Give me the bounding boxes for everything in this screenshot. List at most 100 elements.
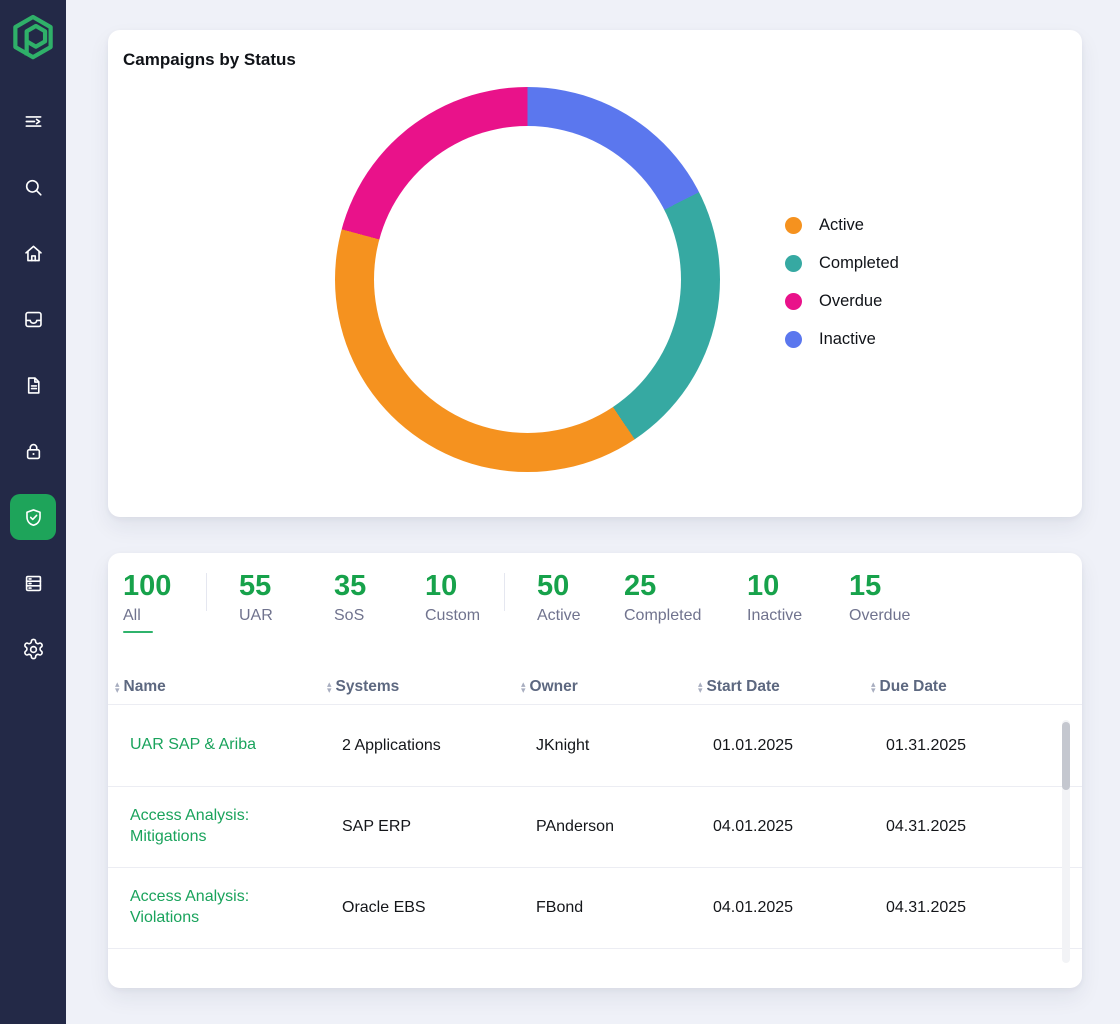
stat-value: 15 <box>849 570 882 602</box>
sort-icon: ▴ ▾ <box>115 678 120 695</box>
stat-filter-sos[interactable]: 35 SoS <box>334 570 425 625</box>
stat-active-underline <box>123 631 153 633</box>
column-header-name[interactable]: ▴ ▾ Name <box>115 678 327 696</box>
stat-value: 25 <box>624 570 657 602</box>
column-header-label: Start Date <box>706 677 780 695</box>
sidebar-item-home[interactable] <box>10 230 56 276</box>
sidebar-item-search[interactable] <box>10 164 56 210</box>
stat-label: Completed <box>624 607 702 624</box>
shield-check-icon <box>25 508 41 526</box>
legend-item[interactable]: Inactive <box>785 326 899 352</box>
chart-legend: Active Completed Overdue Inactive <box>785 212 899 352</box>
stat-filter-all[interactable]: 100 All <box>123 570 206 633</box>
table-scrollbar-thumb[interactable] <box>1062 722 1070 790</box>
column-header-label: Name <box>123 677 166 695</box>
legend-item[interactable]: Completed <box>785 250 899 276</box>
table-header-row: ▴ ▾ Name ▴ ▾ Systems ▴ ▾ Owner ▴ ▾ Start Dat… <box>108 669 1082 705</box>
stat-label: Inactive <box>747 607 803 624</box>
menu-icon <box>24 115 42 127</box>
legend-dot <box>785 254 802 272</box>
legend-dot <box>785 292 802 310</box>
campaigns-by-status-card: Campaigns by Status Active Completed Ove… <box>108 30 1082 517</box>
column-header-label: Owner <box>529 677 578 695</box>
legend-dot <box>785 216 802 234</box>
lock-icon <box>26 443 40 459</box>
stat-label: UAR <box>239 607 273 624</box>
stat-value: 55 <box>239 570 272 602</box>
cell-owner: FBond <box>536 899 584 916</box>
stat-label: Overdue <box>849 607 911 624</box>
home-icon <box>24 245 42 261</box>
sidebar-item-lock[interactable] <box>10 428 56 474</box>
legend-item[interactable]: Overdue <box>785 288 899 314</box>
sidebar-item-menu[interactable] <box>10 98 56 144</box>
sidebar-item-server[interactable] <box>10 560 56 606</box>
stat-value: 100 <box>123 570 172 602</box>
sidebar-item-gear[interactable] <box>10 626 56 672</box>
campaign-name-link[interactable]: UAR SAP & Ariba <box>130 736 256 754</box>
legend-label: Overdue <box>819 291 883 310</box>
table-body: UAR SAP & Ariba 2 Applications JKnight 0… <box>108 705 1082 949</box>
legend-label: Active <box>819 215 864 234</box>
column-header-due-date[interactable]: ▴ ▾ Due Date <box>871 678 1082 696</box>
gear-icon <box>23 638 43 659</box>
stat-filter-overdue[interactable]: 15 Overdue <box>849 570 939 625</box>
server-icon <box>25 575 41 591</box>
cell-due-date: 04.31.2025 <box>886 899 967 916</box>
cell-systems: Oracle EBS <box>342 899 426 916</box>
sidebar-item-inbox[interactable] <box>10 296 56 342</box>
campaigns-table: ▴ ▾ Name ▴ ▾ Systems ▴ ▾ Owner ▴ ▾ Start Dat… <box>108 669 1082 949</box>
app-logo[interactable] <box>8 12 58 66</box>
campaign-name-link[interactable]: Access Analysis: Mitigations <box>130 807 250 845</box>
stat-filter-inactive[interactable]: 10 Inactive <box>747 570 849 625</box>
cell-start-date: 04.01.2025 <box>713 899 794 916</box>
stat-value: 10 <box>747 570 780 602</box>
campaign-name-link[interactable]: Access Analysis: Violations <box>130 888 250 926</box>
cell-systems: SAP ERP <box>342 818 412 835</box>
cell-due-date: 04.31.2025 <box>886 818 967 835</box>
legend-label: Completed <box>819 253 899 272</box>
cell-start-date: 04.01.2025 <box>713 818 794 835</box>
sort-icon: ▴ ▾ <box>327 678 332 695</box>
sidebar-item-shield-check[interactable] <box>10 494 56 540</box>
cell-owner: PAnderson <box>536 818 614 835</box>
table-row: Access Analysis: Violations Oracle EBS F… <box>108 868 1082 949</box>
document-icon <box>27 376 40 394</box>
stat-filter-custom[interactable]: 10 Custom <box>425 570 504 625</box>
cell-due-date: 01.31.2025 <box>886 736 967 754</box>
sort-icon: ▴ ▾ <box>871 678 876 695</box>
table-row: UAR SAP & Ariba 2 Applications JKnight 0… <box>108 705 1082 787</box>
cell-start-date: 01.01.2025 <box>713 736 794 754</box>
stat-value: 50 <box>537 570 570 602</box>
stats-divider <box>206 573 207 611</box>
legend-dot <box>785 330 802 348</box>
stat-value: 10 <box>425 570 458 602</box>
hexagon-p-logo-icon <box>13 14 53 60</box>
table-row: Access Analysis: Mitigations SAP ERP PAn… <box>108 787 1082 868</box>
sort-icon: ▴ ▾ <box>698 678 703 695</box>
inbox-icon <box>24 311 42 327</box>
sidebar-item-document[interactable] <box>10 362 56 408</box>
stat-label: All <box>123 607 141 624</box>
column-header-start-date[interactable]: ▴ ▾ Start Date <box>698 678 871 696</box>
stat-filter-active[interactable]: 50 Active <box>537 570 624 625</box>
stats-divider <box>504 573 505 611</box>
search-icon <box>25 179 42 196</box>
sort-icon: ▴ ▾ <box>521 678 526 695</box>
legend-item[interactable]: Active <box>785 212 899 238</box>
sidebar-nav <box>10 98 56 672</box>
donut-chart <box>335 87 720 472</box>
card-title: Campaigns by Status <box>123 50 296 69</box>
stat-label: SoS <box>334 607 365 624</box>
cell-owner: JKnight <box>536 736 590 754</box>
stats-filter-bar: 100 All 55 UAR 35 SoS 10 Custom 50 Activ… <box>108 553 1082 633</box>
sidebar <box>0 0 66 1024</box>
legend-label: Inactive <box>819 329 876 348</box>
stat-filter-uar[interactable]: 55 UAR <box>239 570 334 625</box>
stat-filter-completed[interactable]: 25 Completed <box>624 570 747 625</box>
column-header-systems[interactable]: ▴ ▾ Systems <box>327 678 521 696</box>
column-header-owner[interactable]: ▴ ▾ Owner <box>521 678 698 696</box>
stat-value: 35 <box>334 570 367 602</box>
table-scrollbar-track[interactable] <box>1062 720 1070 963</box>
cell-systems: 2 Applications <box>342 736 441 754</box>
